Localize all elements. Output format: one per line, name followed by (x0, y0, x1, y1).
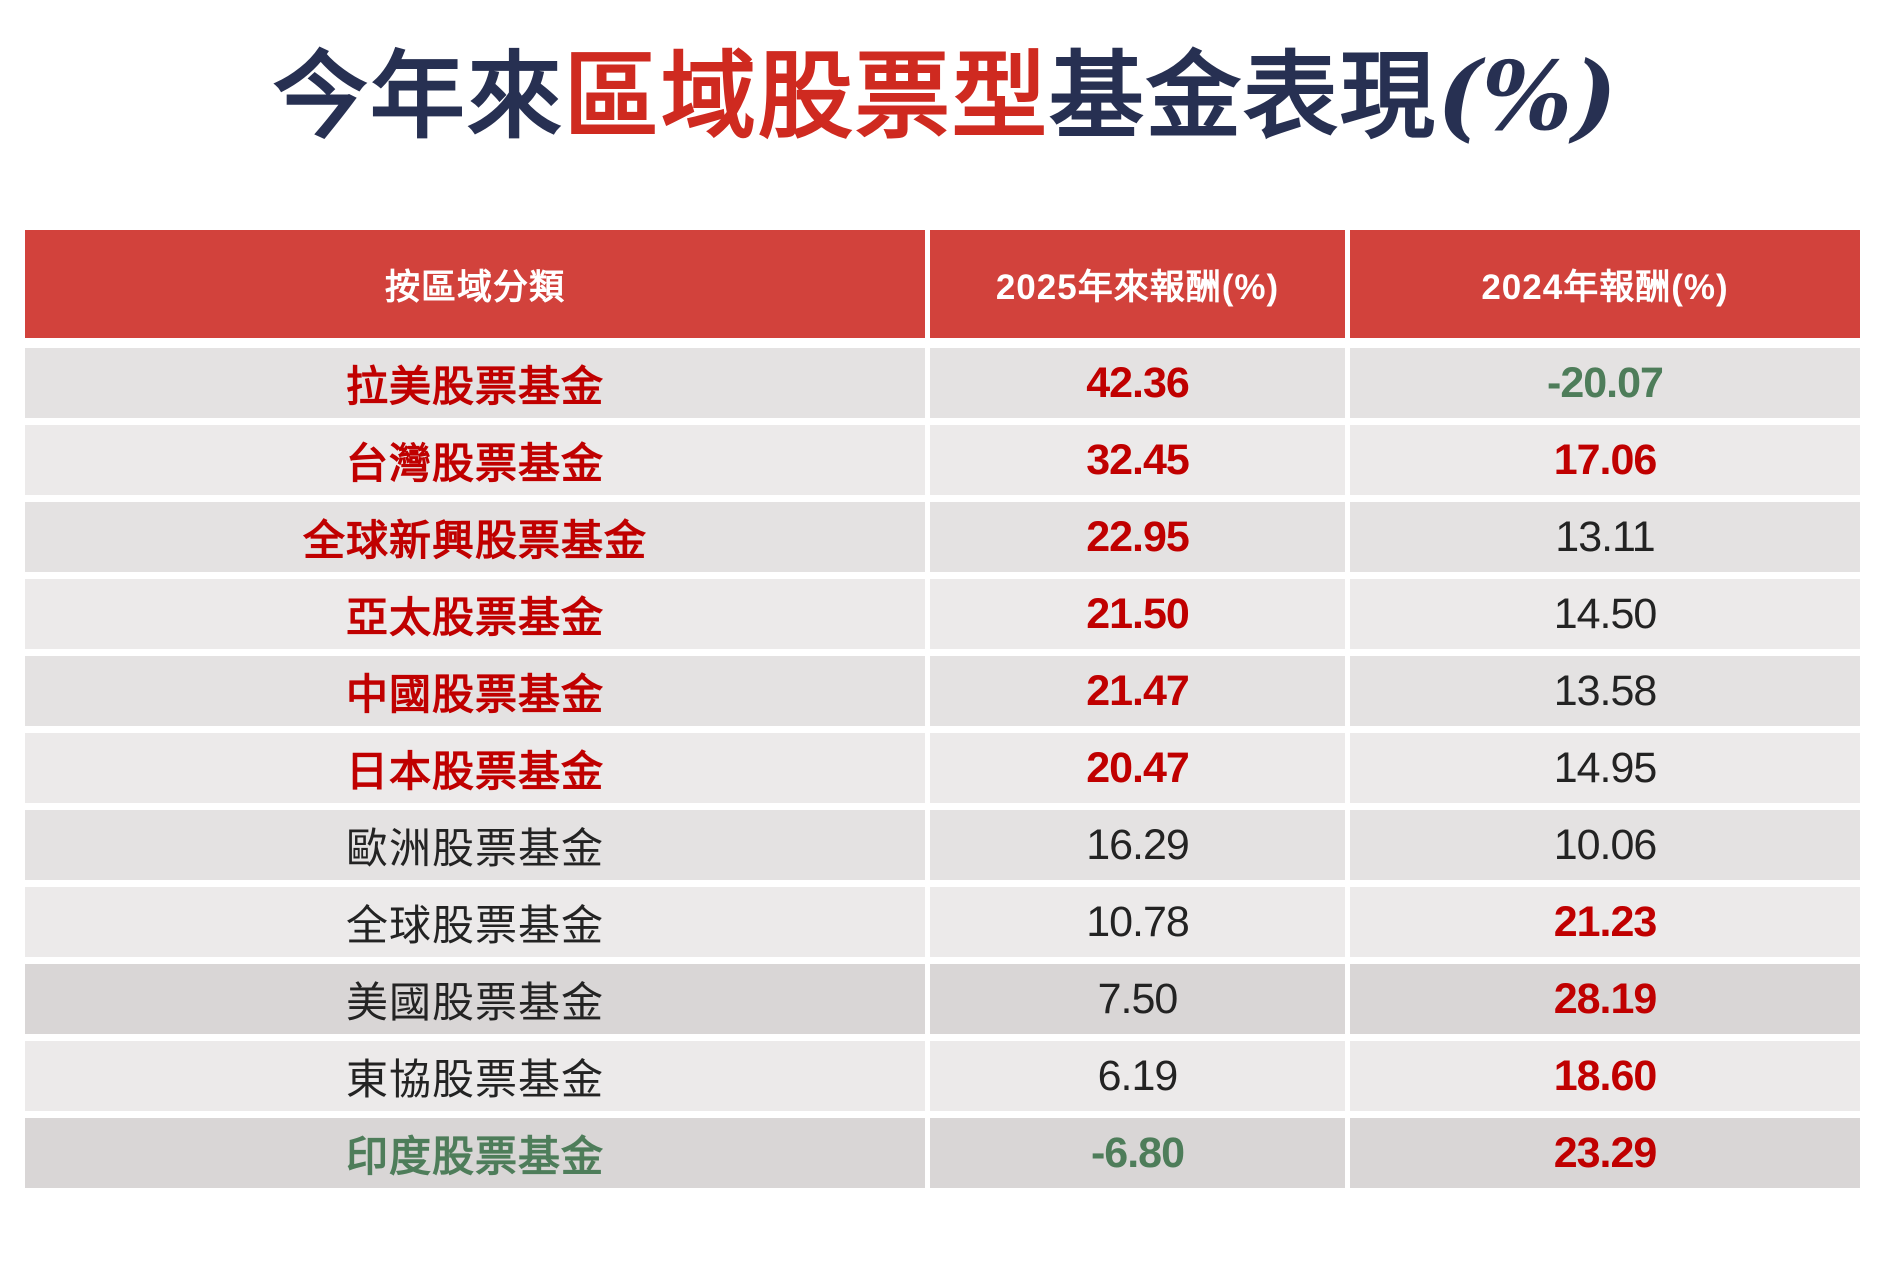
table-header-row: 按區域分類 2025年來報酬(%) 2024年報酬(%) (25, 230, 1860, 338)
return-2025-cell: 16.29 (930, 810, 1345, 880)
return-2024-cell: 17.06 (1350, 425, 1860, 495)
header-cell-region: 按區域分類 (25, 230, 925, 338)
table-row: 美國股票基金 7.50 28.19 (25, 964, 1860, 1034)
return-2024-cell: 21.23 (1350, 887, 1860, 957)
return-2024-cell: 13.11 (1350, 502, 1860, 572)
title-segment-highlight: 區域股票型 (563, 41, 1049, 152)
return-2025-cell: 32.45 (930, 425, 1345, 495)
title-segment-suffix: 基金表現 (1048, 41, 1437, 152)
fund-name-cell: 日本股票基金 (25, 733, 925, 803)
table-row: 拉美股票基金 42.36 -20.07 (25, 348, 1860, 418)
return-2024-cell: 14.50 (1350, 579, 1860, 649)
return-2025-cell: 20.47 (930, 733, 1345, 803)
fund-name-cell: 美國股票基金 (25, 964, 925, 1034)
return-2024-cell: 14.95 (1350, 733, 1860, 803)
fund-name-cell: 印度股票基金 (25, 1118, 925, 1188)
return-2025-cell: 7.50 (930, 964, 1345, 1034)
table-row: 中國股票基金 21.47 13.58 (25, 656, 1860, 726)
fund-name-cell: 全球股票基金 (25, 887, 925, 957)
fund-name-cell: 歐洲股票基金 (25, 810, 925, 880)
return-2025-cell: 22.95 (930, 502, 1345, 572)
return-2025-cell: 6.19 (930, 1041, 1345, 1111)
return-2024-cell: 10.06 (1350, 810, 1860, 880)
fund-name-cell: 東協股票基金 (25, 1041, 925, 1111)
fund-name-cell: 拉美股票基金 (25, 348, 925, 418)
page-title: 今年來區域股票型基金表現(%) (0, 22, 1890, 172)
table-row: 台灣股票基金 32.45 17.06 (25, 425, 1860, 495)
title-segment-percent: (%) (1436, 41, 1618, 152)
header-cell-2024-return: 2024年報酬(%) (1350, 230, 1860, 338)
return-2024-cell: 23.29 (1350, 1118, 1860, 1188)
table-row: 日本股票基金 20.47 14.95 (25, 733, 1860, 803)
title-segment-prefix: 今年來 (272, 41, 564, 152)
return-2025-cell: 42.36 (930, 348, 1345, 418)
table-row: 全球新興股票基金 22.95 13.11 (25, 502, 1860, 572)
table-row: 印度股票基金 -6.80 23.29 (25, 1118, 1860, 1188)
return-2024-cell: 18.60 (1350, 1041, 1860, 1111)
return-2025-cell: 10.78 (930, 887, 1345, 957)
return-2025-cell: -6.80 (930, 1118, 1345, 1188)
table-row: 東協股票基金 6.19 18.60 (25, 1041, 1860, 1111)
fund-name-cell: 中國股票基金 (25, 656, 925, 726)
table-row: 歐洲股票基金 16.29 10.06 (25, 810, 1860, 880)
header-cell-2025-return: 2025年來報酬(%) (930, 230, 1345, 338)
fund-name-cell: 台灣股票基金 (25, 425, 925, 495)
table-row: 全球股票基金 10.78 21.23 (25, 887, 1860, 957)
return-2025-cell: 21.47 (930, 656, 1345, 726)
return-2024-cell: 13.58 (1350, 656, 1860, 726)
return-2024-cell: 28.19 (1350, 964, 1860, 1034)
return-2024-cell: -20.07 (1350, 348, 1860, 418)
return-2025-cell: 21.50 (930, 579, 1345, 649)
table-row: 亞太股票基金 21.50 14.50 (25, 579, 1860, 649)
fund-name-cell: 全球新興股票基金 (25, 502, 925, 572)
fund-name-cell: 亞太股票基金 (25, 579, 925, 649)
fund-performance-table: 按區域分類 2025年來報酬(%) 2024年報酬(%) 拉美股票基金 42.3… (25, 230, 1860, 1195)
